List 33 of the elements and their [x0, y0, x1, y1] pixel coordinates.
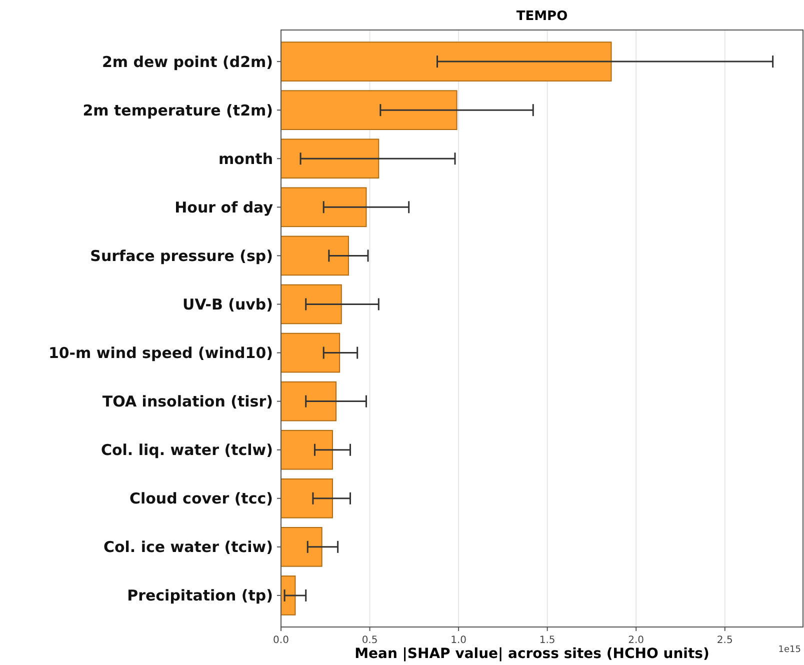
bar — [280, 138, 380, 179]
bar — [280, 381, 337, 422]
y-tick-label: Surface pressure (sp) — [90, 246, 273, 265]
y-tick-label: Precipitation (tp) — [127, 586, 273, 605]
x-tick-label: 2.0 — [628, 635, 644, 646]
x-tick-label: 1.5 — [539, 635, 556, 646]
y-tick-label: 10-m wind speed (wind10) — [48, 344, 273, 362]
bar — [280, 42, 612, 82]
bar — [280, 236, 349, 276]
y-tick-label: Col. liq. water (tclw) — [100, 441, 273, 460]
x-tick-label: 1.0 — [450, 635, 467, 646]
bar — [280, 284, 342, 324]
y-tick-label: Col. ice water (tciw) — [103, 538, 273, 556]
y-tick-label: month — [218, 150, 273, 168]
chart-title: TEMPO — [516, 9, 568, 24]
bar — [280, 332, 340, 373]
y-tick-label: 2m dew point (d2m) — [102, 52, 273, 71]
bar — [280, 527, 322, 567]
x-tick-label: 0.5 — [362, 635, 378, 646]
x-tick-label: 2.5 — [716, 635, 733, 646]
bar — [280, 187, 367, 228]
bar — [280, 478, 333, 518]
x-axis-title: Mean |SHAP value| across sites (HCHO units) — [354, 646, 710, 662]
bar — [280, 90, 458, 130]
y-tick-label: UV-B (uvb) — [182, 295, 273, 314]
x-tick-label: 0.0 — [273, 635, 289, 646]
y-tick-label: 2m temperature (t2m) — [82, 101, 273, 120]
text: 1e15 — [778, 645, 801, 655]
y-tick-label: Hour of day — [174, 198, 274, 216]
y-tick-label: TOA insolation (tisr) — [102, 392, 273, 411]
bar — [280, 576, 296, 616]
y-tick-label: Cloud cover (tcc) — [129, 490, 273, 508]
bar — [280, 430, 333, 470]
